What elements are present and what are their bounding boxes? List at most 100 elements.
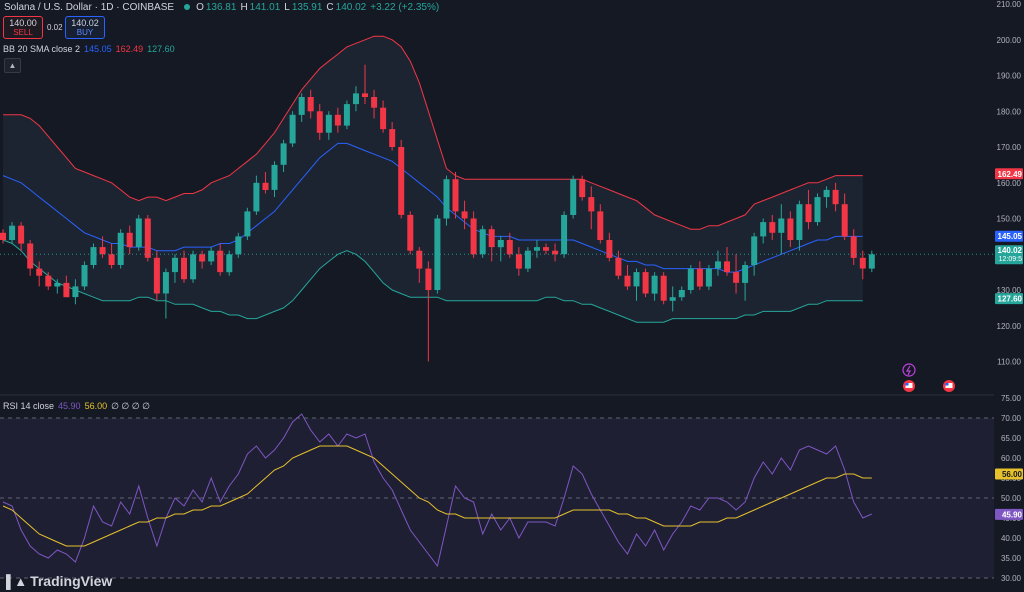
flash-icon[interactable] (902, 363, 916, 377)
price-tick-label: 160.00 (997, 179, 1022, 188)
flag-icon[interactable] (943, 380, 955, 392)
candle-body (280, 143, 287, 165)
candle (642, 268, 649, 298)
flag-icon[interactable] (903, 380, 915, 392)
candle-body (633, 272, 640, 287)
candle-body (814, 197, 821, 223)
candle-body (144, 218, 151, 258)
candle-body (135, 218, 142, 248)
candle (724, 247, 730, 276)
open-value: 136.81 (205, 1, 237, 13)
candle-body (651, 275, 658, 294)
upper-badge: 162.49 (998, 170, 1023, 179)
candle-body (380, 107, 387, 130)
candle (479, 225, 486, 258)
candle-body (570, 179, 577, 215)
price-tick-label: 120.00 (997, 322, 1022, 331)
candle-body (362, 93, 368, 97)
candle (289, 111, 296, 147)
bb-basis-value: 145.05 (84, 44, 112, 54)
sell-button[interactable]: 140.00 SELL (3, 16, 43, 39)
candle-body (552, 250, 559, 255)
candle-body (606, 240, 613, 258)
candle (859, 250, 866, 280)
candle-body (307, 97, 314, 112)
rsi-ma-value: 56.00 (84, 401, 108, 411)
candle-body (27, 243, 34, 269)
basis-badge-bg (995, 230, 1023, 242)
tradingview-logo[interactable]: ▌▲ TradingView (6, 573, 112, 589)
candle-body (660, 275, 667, 301)
candle (868, 250, 875, 273)
high-value: 141.01 (249, 1, 281, 13)
collapse-legend-button[interactable]: ▲ (4, 58, 21, 73)
candle-body (434, 218, 441, 290)
candle (135, 214, 142, 251)
close-value: 140.02 (335, 1, 367, 13)
candle (72, 279, 79, 305)
candle (615, 250, 622, 280)
candle-body (705, 268, 712, 287)
lower-badge-bg (995, 293, 1023, 305)
candle-body (298, 97, 305, 115)
candle (81, 261, 88, 290)
candle-body (416, 250, 423, 269)
candle (769, 214, 776, 240)
candle-body (443, 179, 450, 219)
candle-body (479, 229, 486, 255)
candle (633, 268, 640, 301)
candle (715, 250, 721, 276)
candle (461, 200, 468, 230)
candle (579, 175, 586, 201)
candle-body (199, 254, 206, 262)
candle-body (425, 268, 432, 290)
bb-legend[interactable]: BB 20 SMA close 2 145.05 162.49 127.60 (3, 44, 175, 54)
buy-button[interactable]: 140.02 BUY (65, 16, 105, 39)
candle (380, 100, 387, 133)
candle-body (90, 247, 97, 265)
bb-label: BB 20 SMA close 2 (3, 44, 81, 54)
candle (660, 272, 667, 305)
lower-badge: 127.60 (998, 295, 1023, 304)
candle-body (787, 218, 794, 240)
candle (172, 254, 178, 283)
tradingview-logo-text: TradingView (30, 573, 113, 589)
candle (362, 64, 368, 105)
rsi-tick-label: 35.00 (1001, 554, 1022, 563)
candle (208, 247, 215, 265)
candle (687, 264, 694, 294)
candle (561, 211, 568, 258)
candle (126, 225, 133, 255)
candle (443, 175, 450, 226)
rsi-tick-label: 60.00 (1001, 454, 1022, 463)
candle (606, 232, 613, 262)
candle (235, 232, 242, 258)
last-price-badge: 140.02 (998, 246, 1023, 255)
candle (751, 232, 758, 276)
high-label: H (240, 1, 248, 13)
symbol-title[interactable]: Solana / U.S. Dollar · 1D · COINBASE (4, 1, 175, 13)
candle (325, 111, 332, 140)
candle-body (217, 250, 224, 273)
candle-body (850, 236, 857, 258)
candle (262, 172, 269, 194)
rsi-label: RSI 14 close (3, 401, 55, 411)
candle-body (316, 111, 323, 133)
candle (389, 121, 396, 151)
rsi-badge: 45.90 (1002, 510, 1023, 519)
candle-body (796, 204, 803, 240)
candle-body (678, 290, 685, 298)
rsi-ma-line (2, 445, 872, 547)
rsi-ma-badge-bg (995, 468, 1023, 480)
candle (280, 139, 287, 173)
market-open-icon (184, 4, 191, 10)
candle (343, 100, 350, 130)
candle-body (579, 179, 586, 198)
candle (624, 264, 631, 290)
rsi-legend[interactable]: RSI 14 close 45.90 56.00 ∅ ∅ ∅ ∅ (3, 401, 150, 412)
sell-label: SELL (13, 27, 33, 37)
candle-body (262, 182, 269, 190)
candle (253, 175, 260, 215)
candle-body (497, 240, 504, 248)
